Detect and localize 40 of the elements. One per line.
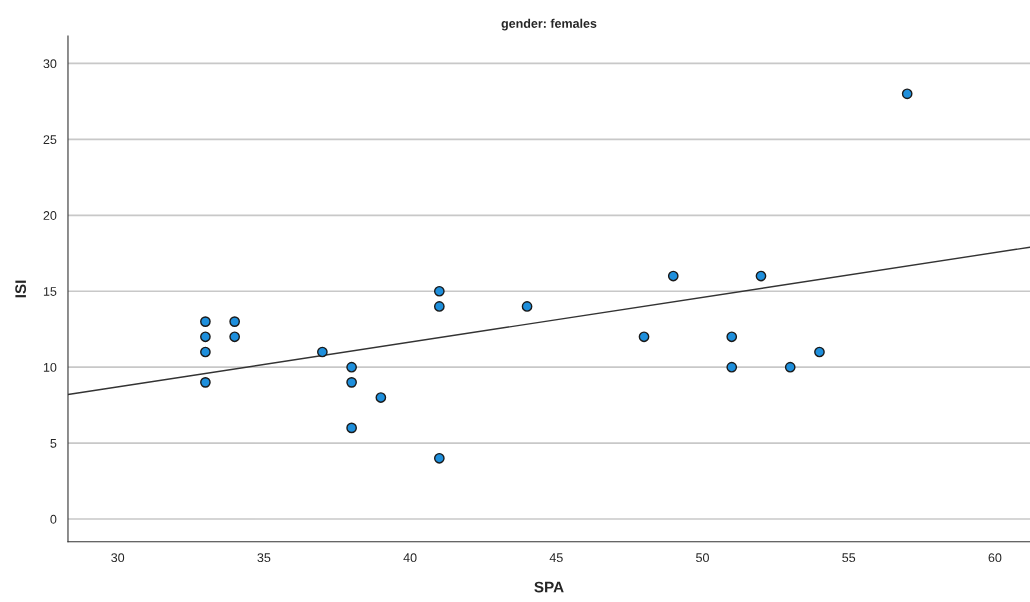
x-axis-title: SPA (534, 581, 564, 593)
x-tick-label: 40 (403, 553, 417, 563)
point (433, 285, 445, 297)
x-tick-label: 30 (111, 553, 125, 563)
point (200, 346, 211, 358)
point (346, 361, 357, 373)
point (346, 376, 357, 388)
point (433, 452, 445, 464)
y-tick-label: 20 (43, 211, 57, 220)
point (667, 270, 679, 282)
point (784, 361, 796, 373)
point (433, 301, 445, 312)
point (755, 270, 767, 282)
point (229, 316, 241, 327)
point (346, 422, 357, 434)
chart-title: gender: females (501, 18, 597, 31)
x-tick-label: 35 (257, 553, 271, 563)
point (200, 376, 211, 388)
y-tick-label: 0 (50, 514, 57, 524)
point (521, 301, 533, 312)
x-tick-label: 60 (988, 553, 1002, 563)
y-tick-label: 15 (43, 287, 57, 296)
x-tick-label: 45 (549, 553, 563, 563)
y-tick-label: 5 (50, 439, 57, 448)
y-axis-title: ISI (15, 280, 27, 298)
point (317, 346, 328, 358)
y-tick-label: 25 (43, 135, 57, 145)
point (901, 88, 913, 100)
point (638, 331, 650, 343)
point (375, 392, 387, 403)
point (200, 331, 211, 343)
x-tick-label: 50 (696, 553, 709, 563)
point (200, 316, 211, 327)
point (726, 361, 738, 373)
point (814, 346, 825, 358)
point (726, 331, 738, 343)
y-tick-label: 10 (43, 362, 57, 372)
y-tick-label: 30 (43, 59, 57, 69)
point (229, 331, 241, 343)
x-tick-label: 55 (842, 553, 856, 563)
